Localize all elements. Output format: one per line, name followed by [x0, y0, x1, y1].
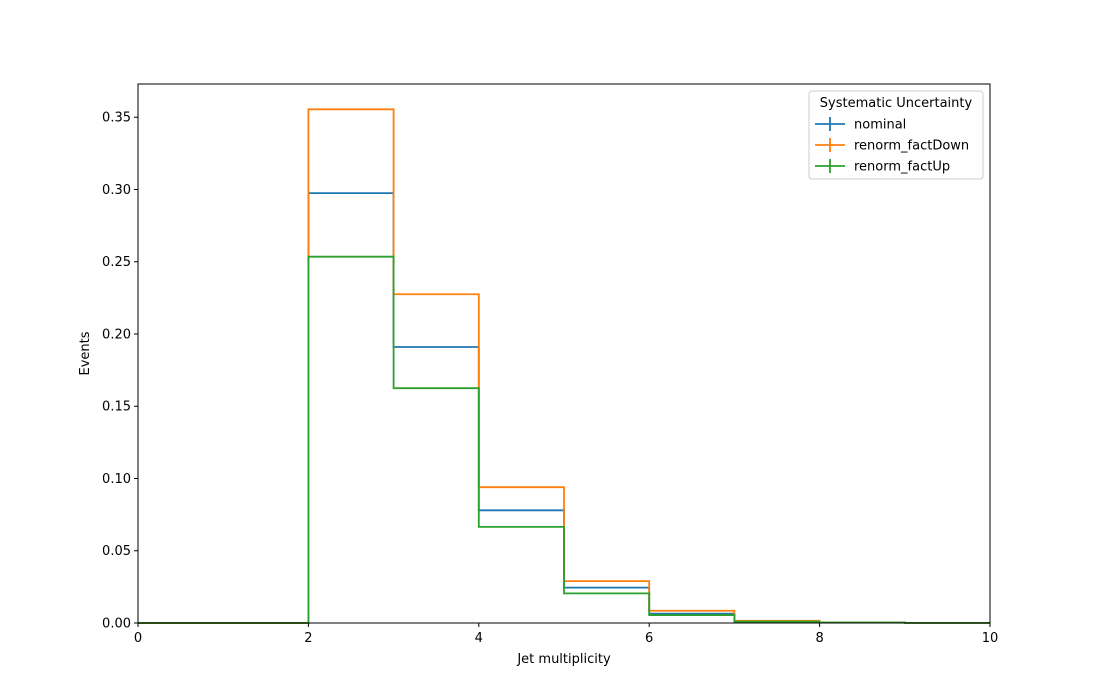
- x-tick-label: 6: [645, 631, 653, 646]
- y-tick-label: 0.05: [102, 544, 131, 559]
- y-axis-title: Events: [78, 331, 93, 375]
- x-tick-label: 4: [475, 631, 483, 646]
- legend-entry: nominal: [815, 117, 906, 133]
- legend-box: [808, 90, 984, 180]
- x-tick-label: 2: [304, 631, 312, 646]
- legend-label: nominal: [854, 118, 906, 133]
- legend: Systematic Uncertainty nominal renorm_fact…: [808, 90, 984, 180]
- legend-entry: renorm_factDown: [815, 138, 969, 154]
- x-tick-label: 8: [815, 631, 823, 646]
- x-tick-label: 0: [134, 631, 142, 646]
- legend-label: renorm_factUp: [854, 160, 950, 175]
- y-tick-label: 0.10: [102, 472, 131, 487]
- y-tick-label: 0.35: [102, 111, 131, 126]
- y-tick-label: 0.20: [102, 327, 131, 342]
- y-tick-label: 0.25: [102, 255, 131, 270]
- axes-frame: [137, 83, 991, 624]
- legend-entry: renorm_factUp: [815, 159, 950, 175]
- x-tick-label: 10: [982, 631, 999, 646]
- y-tick-label: 0.15: [102, 400, 131, 415]
- y-tick-label: 0.00: [102, 617, 131, 632]
- x-axis-title: Jet multiplicity: [516, 652, 611, 667]
- legend-title: Systematic Uncertainty: [820, 96, 973, 111]
- axes-layer: 0 2 4 6 8 10 0.00 0.05 0.10 0.15 0.20 0.25 0.30 0.35 J…: [78, 83, 999, 667]
- y-tick-label: 0.30: [102, 183, 131, 198]
- legend-label: renorm_factDown: [854, 139, 969, 154]
